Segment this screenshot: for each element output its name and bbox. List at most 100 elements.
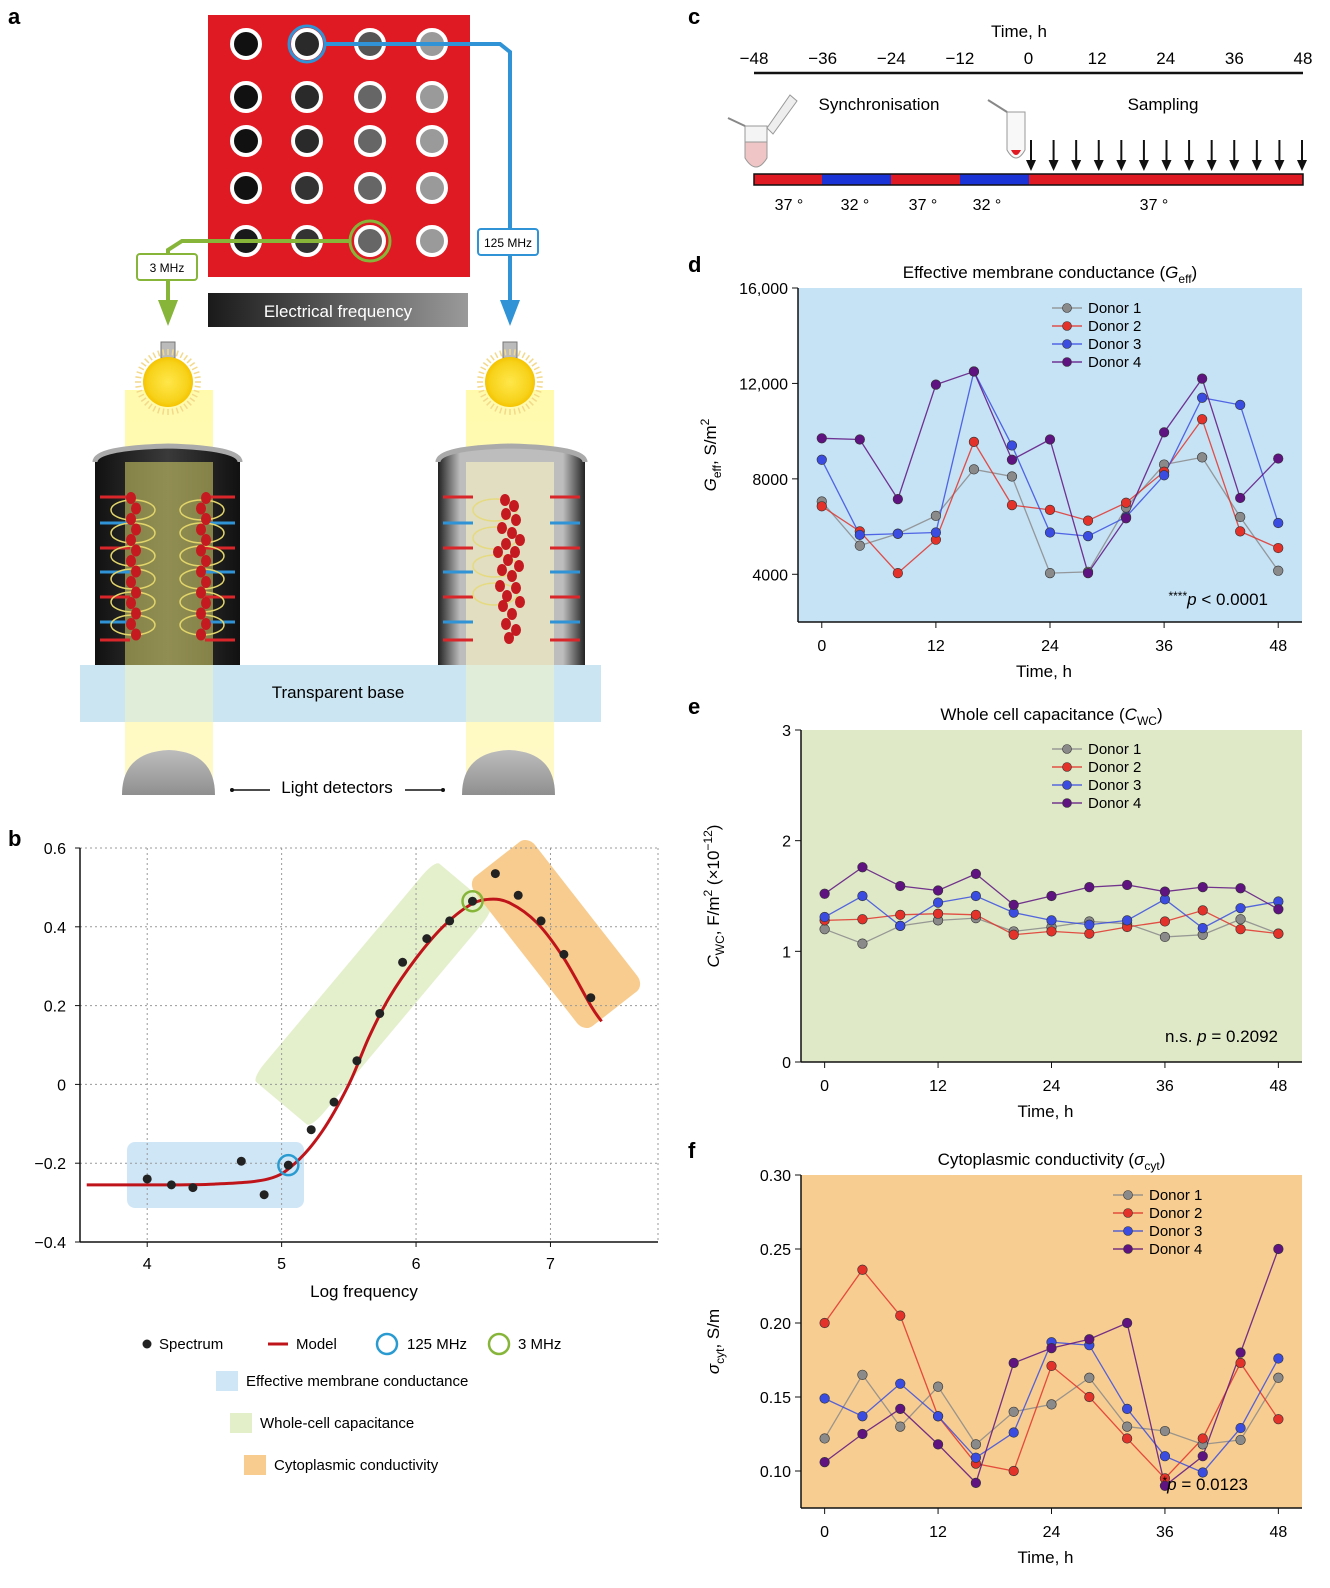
data-point (968, 366, 980, 377)
data-point (1197, 905, 1208, 916)
data-point (857, 862, 868, 873)
data-point (1008, 929, 1019, 940)
well (416, 125, 448, 157)
data-point (1197, 373, 1208, 384)
data-point (932, 1381, 944, 1392)
bulb-ray (499, 350, 503, 357)
data-point (970, 1452, 981, 1463)
cell (131, 523, 141, 536)
data-point (1044, 504, 1056, 515)
data-point (892, 494, 903, 505)
bulb-ray (186, 400, 192, 406)
x-tick-label: 12 (927, 638, 945, 655)
y-tick-label: 12,000 (739, 376, 788, 393)
cell (497, 564, 507, 576)
cell (201, 576, 211, 588)
spectrum-point (375, 1008, 385, 1018)
bulb-ray (536, 385, 543, 388)
cell (501, 538, 511, 550)
sampling-arrow-head (1206, 160, 1217, 171)
data-point (1273, 517, 1284, 529)
well (230, 81, 262, 113)
legend-region2-label: Whole-cell capacitance (260, 1415, 414, 1432)
legend-marker (1123, 1208, 1133, 1218)
bulb-ray (499, 407, 503, 414)
well (230, 172, 262, 204)
temperature-segment (891, 174, 960, 185)
cell (501, 508, 511, 520)
chart-title: Cytoplasmic conductivity (σcyt) (938, 1150, 1166, 1173)
well (291, 125, 323, 157)
spectrum-point (422, 934, 432, 944)
well (416, 172, 448, 204)
bulb-ray (147, 403, 153, 410)
legend-spectrum-label: Spectrum (159, 1336, 223, 1353)
x-tick-label: 48 (1269, 1078, 1287, 1095)
data-point (1008, 899, 1019, 910)
data-point (1122, 915, 1133, 926)
freq-box-left (136, 253, 198, 281)
bulb-ray (531, 397, 538, 403)
y-tick-label: 0.15 (760, 1390, 791, 1407)
light-bulb (485, 357, 535, 407)
cell (126, 534, 136, 546)
x-tick-label: 24 (1041, 638, 1059, 655)
sampling-label: Sampling (1128, 95, 1199, 114)
x-tick-label: 36 (1156, 1078, 1174, 1095)
bulb-ray (517, 407, 521, 414)
bulb-ray (171, 408, 174, 415)
temperature-label: 37 ° (775, 197, 804, 214)
timeline-tick-label: −12 (945, 49, 974, 68)
bulb-ray (533, 393, 540, 398)
sampling-arrow-head (1184, 160, 1195, 171)
data-point (1122, 1317, 1133, 1329)
freq-box-right (477, 228, 539, 256)
x-tick-label: 24 (1043, 1078, 1061, 1095)
blue-arrow-head (500, 300, 520, 326)
cell (201, 534, 211, 546)
data-point (932, 908, 944, 919)
cell (126, 597, 136, 609)
data-point (1082, 567, 1094, 579)
temperature-segment (960, 174, 1029, 185)
bulb-ray (494, 352, 499, 359)
data-point (1046, 890, 1057, 902)
spectrum-point (513, 890, 523, 900)
bulb-ray (179, 405, 184, 412)
cell (511, 514, 521, 526)
cell (500, 494, 510, 506)
bulb-ray (191, 393, 198, 398)
cell (126, 618, 136, 630)
bulb-ray (183, 403, 189, 410)
bulb-ray (191, 366, 198, 371)
data-point (1197, 922, 1208, 934)
data-point (819, 911, 830, 923)
panel-letter-b: b (8, 826, 21, 851)
data-point (895, 1403, 906, 1414)
data-point (1122, 879, 1133, 891)
bulb-ray (535, 389, 542, 393)
data-point (1008, 1406, 1019, 1417)
bulb-ray (147, 354, 153, 361)
field-line (472, 582, 518, 606)
legend-marker (1062, 357, 1072, 367)
data-point (1046, 915, 1057, 926)
bulb-ray (152, 405, 157, 412)
cell (503, 554, 513, 566)
data-point (1044, 567, 1056, 579)
bulb-ray (504, 408, 507, 415)
data-point (1159, 427, 1170, 438)
cell (501, 618, 511, 630)
bulb-ray (189, 361, 196, 367)
cell (131, 628, 141, 641)
legend-3mhz-label: 3 MHz (518, 1336, 561, 1353)
data-point (1008, 1427, 1019, 1438)
timeline-axis-title: Time, h (991, 22, 1047, 41)
data-point (1273, 1414, 1284, 1425)
legend-region2-swatch (230, 1413, 252, 1433)
cell (495, 580, 505, 592)
data-point (895, 1421, 906, 1432)
bulb-ray (482, 361, 489, 367)
data-point (1006, 440, 1018, 451)
data-point (932, 1411, 944, 1422)
